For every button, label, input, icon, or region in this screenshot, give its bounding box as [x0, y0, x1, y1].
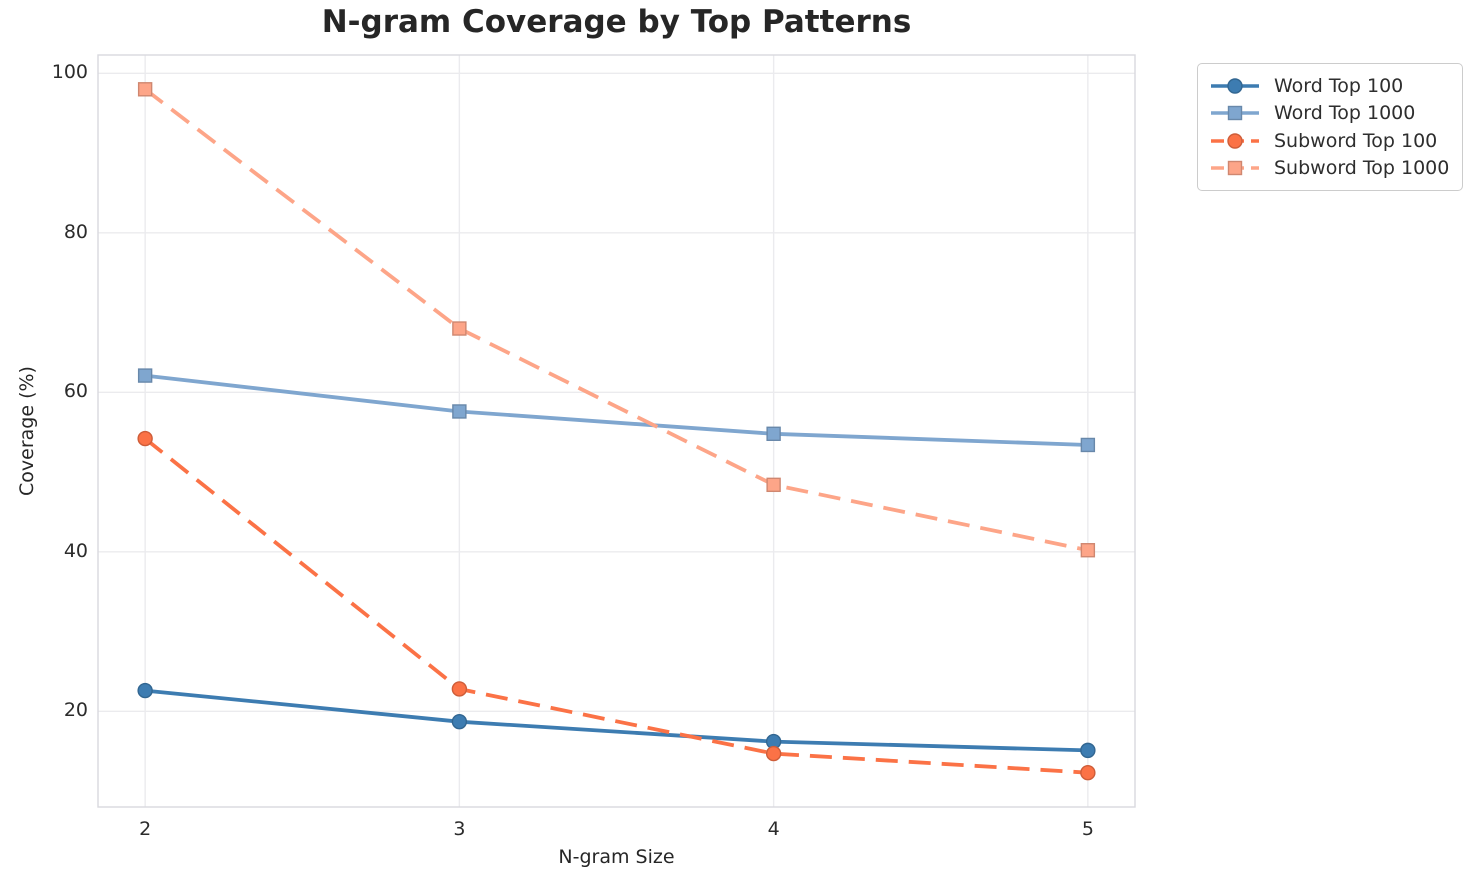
y-axis-label: Coverage (%) — [16, 366, 38, 496]
y-tick-label: 40 — [63, 539, 88, 562]
y-tick-label: 100 — [51, 61, 88, 84]
legend-label: Word Top 1000 — [1274, 102, 1416, 125]
y-tick-label: 80 — [63, 220, 88, 243]
x-tick-label: 4 — [767, 818, 780, 840]
legend-label: Word Top 100 — [1274, 74, 1404, 97]
legend-entry-word-top-1000: Word Top 1000 — [1210, 100, 1450, 127]
legend-entry-subword-top-100: Subword Top 100 — [1210, 127, 1450, 154]
legend-label: Subword Top 100 — [1274, 129, 1438, 152]
x-tick-label: 2 — [139, 818, 152, 840]
y-tick-label: 60 — [63, 380, 88, 403]
legend-swatch-dashed-circle-icon — [1211, 133, 1259, 149]
legend-entry-word-top-100: Word Top 100 — [1210, 72, 1450, 99]
legend-entry-subword-top-1000: Subword Top 1000 — [1210, 155, 1450, 182]
legend-swatch-line-square-icon — [1211, 106, 1259, 121]
y-tick-label: 20 — [63, 699, 88, 722]
legend-label: Subword Top 1000 — [1274, 157, 1450, 180]
x-tick-label: 3 — [453, 818, 466, 840]
legend-swatch-dashed-square-icon — [1211, 161, 1259, 176]
chart-title: N-gram Coverage by Top Patterns — [321, 4, 912, 40]
legend-swatch-line-circle-icon — [1211, 78, 1259, 94]
legend: Word Top 100 Word Top 1000 Subword Top 1… — [1197, 63, 1463, 191]
x-axis-label: N-gram Size — [558, 846, 675, 868]
x-tick-label: 5 — [1081, 818, 1094, 840]
